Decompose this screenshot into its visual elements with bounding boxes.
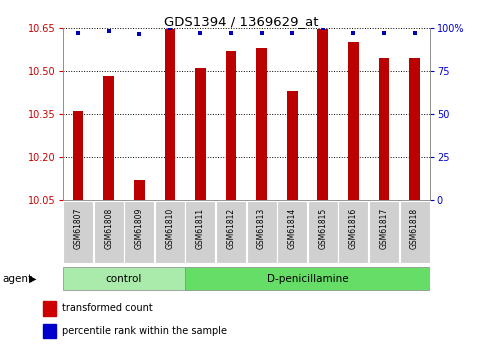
Text: GSM61815: GSM61815 bbox=[318, 208, 327, 249]
Text: GSM61809: GSM61809 bbox=[135, 208, 144, 249]
Bar bbox=[409, 58, 420, 200]
FancyBboxPatch shape bbox=[63, 267, 185, 290]
Text: GSM61813: GSM61813 bbox=[257, 208, 266, 249]
Text: GDS1394 / 1369629_at: GDS1394 / 1369629_at bbox=[164, 16, 319, 29]
Point bbox=[227, 30, 235, 36]
Point bbox=[105, 28, 113, 34]
FancyBboxPatch shape bbox=[369, 201, 399, 263]
Bar bbox=[103, 77, 114, 200]
FancyBboxPatch shape bbox=[399, 201, 429, 263]
FancyBboxPatch shape bbox=[185, 201, 215, 263]
Point bbox=[288, 30, 296, 36]
Text: GSM61814: GSM61814 bbox=[288, 208, 297, 249]
Bar bbox=[43, 301, 56, 316]
FancyBboxPatch shape bbox=[216, 201, 246, 263]
Text: GSM61818: GSM61818 bbox=[410, 208, 419, 249]
Bar bbox=[317, 29, 328, 200]
Text: GSM61816: GSM61816 bbox=[349, 208, 358, 249]
Point bbox=[258, 30, 266, 36]
Bar bbox=[195, 68, 206, 200]
Bar bbox=[165, 29, 175, 200]
Point bbox=[166, 25, 174, 30]
Bar bbox=[256, 48, 267, 200]
FancyBboxPatch shape bbox=[185, 267, 429, 290]
Text: transformed count: transformed count bbox=[62, 303, 153, 313]
Bar bbox=[134, 180, 144, 200]
Point bbox=[197, 30, 204, 36]
Bar bbox=[348, 42, 359, 200]
FancyBboxPatch shape bbox=[63, 201, 93, 263]
Text: GSM61808: GSM61808 bbox=[104, 208, 113, 249]
Text: ▶: ▶ bbox=[29, 274, 37, 284]
Text: GSM61817: GSM61817 bbox=[380, 208, 388, 249]
Text: GSM61811: GSM61811 bbox=[196, 208, 205, 249]
Bar bbox=[379, 58, 389, 200]
FancyBboxPatch shape bbox=[155, 201, 185, 263]
FancyBboxPatch shape bbox=[94, 201, 124, 263]
Point bbox=[350, 30, 357, 36]
Bar bbox=[226, 51, 236, 200]
FancyBboxPatch shape bbox=[247, 201, 277, 263]
Bar bbox=[287, 91, 298, 200]
FancyBboxPatch shape bbox=[277, 201, 307, 263]
Text: control: control bbox=[106, 274, 142, 284]
Text: agent: agent bbox=[2, 274, 32, 284]
Text: GSM61807: GSM61807 bbox=[73, 208, 83, 249]
FancyBboxPatch shape bbox=[308, 201, 338, 263]
Point bbox=[74, 30, 82, 36]
Bar bbox=[73, 111, 84, 200]
Point bbox=[135, 32, 143, 37]
Text: GSM61812: GSM61812 bbox=[227, 208, 236, 249]
Text: percentile rank within the sample: percentile rank within the sample bbox=[62, 326, 227, 336]
FancyBboxPatch shape bbox=[124, 201, 154, 263]
Text: D-penicillamine: D-penicillamine bbox=[267, 274, 348, 284]
FancyBboxPatch shape bbox=[339, 201, 369, 263]
Point bbox=[380, 30, 388, 36]
Point bbox=[319, 25, 327, 30]
Text: GSM61810: GSM61810 bbox=[165, 208, 174, 249]
Point bbox=[411, 30, 418, 36]
Bar bbox=[43, 324, 56, 338]
